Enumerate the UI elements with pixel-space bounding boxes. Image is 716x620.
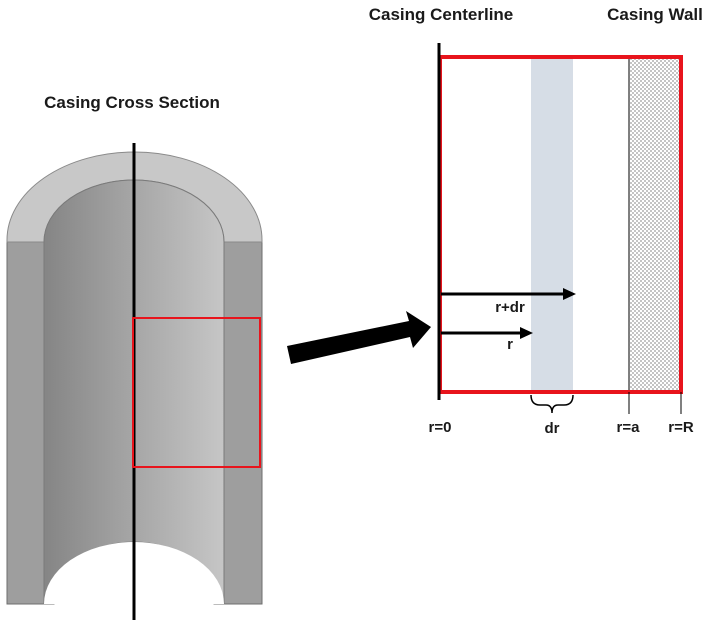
casing-wall-right [223,241,263,605]
dr-brace [530,394,574,414]
highlight-box-left [132,317,261,468]
arrow-r-head [520,327,533,339]
dr-label: dr [545,420,560,437]
arrow-r-dr-head [563,288,576,300]
annulus-band [531,57,573,392]
arrow-r-dr-label: r+dr [495,299,525,316]
rR-label: r=R [668,419,694,436]
r0-label: r=0 [429,419,452,436]
casing-wall-region [629,57,681,392]
ra-label: r=a [617,419,641,436]
centerline-label: Casing Centerline [369,5,514,24]
cross-section-title: Casing Cross Section [44,93,220,112]
casing-wall-left [6,241,45,605]
arrow-r-label: r [507,336,513,353]
zoom-arrow [287,311,431,364]
zoomed-element [437,43,683,414]
wall-label: Casing Wall [607,5,703,24]
casing-cross-section [6,143,263,620]
